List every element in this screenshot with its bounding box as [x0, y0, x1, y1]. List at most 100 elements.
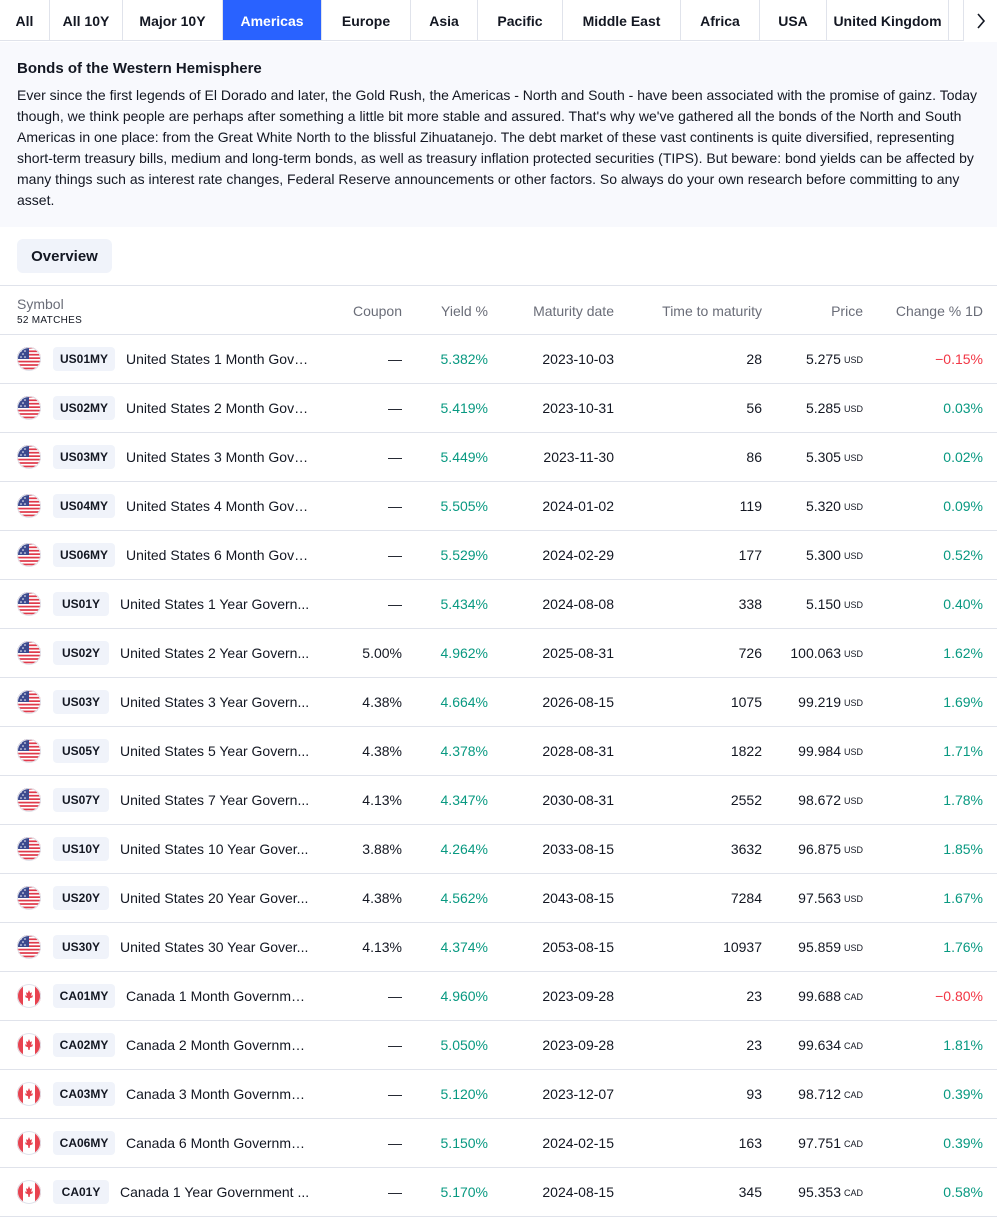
table-row[interactable]: US02Y United States 2 Year Govern... 5.0… — [0, 629, 997, 678]
ticker-badge[interactable]: US30Y — [53, 935, 109, 959]
ticker-badge[interactable]: US04MY — [53, 494, 115, 518]
country-flag — [17, 825, 41, 873]
time-to-maturity-header[interactable]: Time to maturity — [662, 303, 762, 319]
ticker-badge[interactable]: US05Y — [53, 739, 109, 763]
ticker-badge[interactable]: US10Y — [53, 837, 109, 861]
price-value: 99.219 — [798, 694, 841, 710]
ticker-badge[interactable]: CA01Y — [53, 1180, 109, 1204]
price-cell: 99.634 CAD — [770, 1021, 863, 1069]
ticker-badge[interactable]: US02MY — [53, 396, 115, 420]
tab-all[interactable]: All — [0, 0, 50, 40]
bond-name[interactable]: Canada 6 Month Governmen... — [126, 1135, 310, 1151]
table-row[interactable]: US04MY United States 4 Month Gove... — 5… — [0, 482, 997, 531]
table-row[interactable]: US02MY United States 2 Month Gove... — 5… — [0, 384, 997, 433]
us-flag-icon — [17, 445, 41, 469]
time-to-maturity-value: 93 — [746, 1086, 762, 1102]
tab-pacific[interactable]: Pacific — [478, 0, 563, 40]
coupon-header[interactable]: Coupon — [352, 303, 402, 319]
price-cell: 5.150 USD — [770, 580, 863, 628]
bond-name[interactable]: United States 4 Month Gove... — [126, 498, 310, 514]
yield-header[interactable]: Yield % — [441, 303, 488, 319]
tab-all-10y[interactable]: All 10Y — [50, 0, 123, 40]
ticker-badge[interactable]: CA03MY — [53, 1082, 115, 1106]
currency-label: USD — [843, 747, 863, 757]
time-to-maturity-value: 23 — [746, 988, 762, 1004]
bond-name[interactable]: United States 2 Month Gove... — [126, 400, 310, 416]
table-row[interactable]: CA06MY Canada 6 Month Governmen... — 5.1… — [0, 1119, 997, 1168]
us-flag-icon — [17, 886, 41, 910]
ticker-badge[interactable]: US02Y — [53, 641, 109, 665]
bond-name[interactable]: Canada 2 Month Governmen... — [126, 1037, 310, 1053]
tab-americas[interactable]: Americas — [223, 0, 322, 40]
ticker-badge[interactable]: US07Y — [53, 788, 109, 812]
bond-name[interactable]: Canada 1 Year Government ... — [120, 1184, 310, 1200]
coupon-value: — — [388, 1037, 402, 1053]
ticker-badge[interactable]: US01MY — [53, 347, 115, 371]
ticker-badge[interactable]: US06MY — [53, 543, 115, 567]
ticker-badge[interactable]: US03Y — [53, 690, 109, 714]
bond-name[interactable]: United States 7 Year Govern... — [120, 792, 310, 808]
ticker-badge[interactable]: CA06MY — [53, 1131, 115, 1155]
change-value: 0.39% — [943, 1135, 983, 1151]
chevron-right-icon — [976, 12, 985, 29]
bond-name[interactable]: United States 10 Year Gover... — [120, 841, 309, 857]
country-flag — [17, 1168, 41, 1216]
change-header[interactable]: Change % 1D — [895, 303, 983, 319]
bond-name[interactable]: Canada 1 Month Governmen... — [126, 988, 310, 1004]
table-row[interactable]: CA03MY Canada 3 Month Governmen... — 5.1… — [0, 1070, 997, 1119]
table-row[interactable]: CA01MY Canada 1 Month Governmen... — 4.9… — [0, 972, 997, 1021]
maturity-date-value: 2024-08-08 — [542, 596, 614, 612]
bond-name[interactable]: United States 5 Year Govern... — [120, 743, 310, 759]
table-row[interactable]: CA01Y Canada 1 Year Government ... — 5.1… — [0, 1168, 997, 1217]
price-value: 5.275 — [805, 351, 841, 367]
yield-value: 5.434% — [440, 596, 488, 612]
overview-button[interactable]: Overview — [17, 239, 112, 273]
tab-middle-east[interactable]: Middle East — [563, 0, 681, 40]
bond-name[interactable]: United States 2 Year Govern... — [120, 645, 310, 661]
table-row[interactable]: US07Y United States 7 Year Govern... 4.1… — [0, 776, 997, 825]
change-value: 1.78% — [943, 792, 983, 808]
ticker-badge[interactable]: US20Y — [53, 886, 109, 910]
maturity-date-value: 2030-08-31 — [542, 792, 614, 808]
tab-major-10y[interactable]: Major 10Y — [123, 0, 223, 40]
bond-name[interactable]: United States 20 Year Gover... — [120, 890, 309, 906]
ticker-badge[interactable]: CA02MY — [53, 1033, 115, 1057]
bond-name[interactable]: Canada 3 Month Governmen... — [126, 1086, 310, 1102]
tab-asia[interactable]: Asia — [411, 0, 478, 40]
tab-usa[interactable]: USA — [760, 0, 827, 40]
ticker-badge[interactable]: US03MY — [53, 445, 115, 469]
bond-name[interactable]: United States 6 Month Gove... — [126, 547, 310, 563]
bond-name[interactable]: United States 1 Year Govern... — [120, 596, 310, 612]
table-row[interactable]: US01Y United States 1 Year Govern... — 5… — [0, 580, 997, 629]
table-row[interactable]: US03Y United States 3 Year Govern... 4.3… — [0, 678, 997, 727]
bond-name-cell: United States 20 Year Gover... — [120, 874, 310, 922]
table-row[interactable]: US30Y United States 30 Year Gover... 4.1… — [0, 923, 997, 972]
tabs-scroll-right-button[interactable] — [963, 0, 997, 41]
price-cell: 5.300 USD — [770, 531, 863, 579]
symbol-header[interactable]: Symbol 52 MATCHES — [17, 286, 82, 336]
table-row[interactable]: CA02MY Canada 2 Month Governmen... — 5.0… — [0, 1021, 997, 1070]
table-row[interactable]: US20Y United States 20 Year Gover... 4.3… — [0, 874, 997, 923]
table-row[interactable]: US05Y United States 5 Year Govern... 4.3… — [0, 727, 997, 776]
maturity-date-header[interactable]: Maturity date — [533, 303, 614, 319]
tab-united-kingdom[interactable]: United Kingdom — [827, 0, 949, 40]
bond-name[interactable]: United States 3 Month Gove... — [126, 449, 310, 465]
price-cell: 95.859 USD — [770, 923, 863, 971]
ticker-badge[interactable]: US01Y — [53, 592, 109, 616]
bond-name[interactable]: United States 30 Year Gover... — [120, 939, 309, 955]
us-flag-icon — [17, 739, 41, 763]
table-row[interactable]: US06MY United States 6 Month Gove... — 5… — [0, 531, 997, 580]
table-row[interactable]: US03MY United States 3 Month Gove... — 5… — [0, 433, 997, 482]
table-row[interactable]: US01MY United States 1 Month Gove... — 5… — [0, 335, 997, 384]
table-row[interactable]: US10Y United States 10 Year Gover... 3.8… — [0, 825, 997, 874]
ticker-badge[interactable]: CA01MY — [53, 984, 115, 1008]
bond-name[interactable]: United States 1 Month Gove... — [126, 351, 310, 367]
tab-africa[interactable]: Africa — [681, 0, 760, 40]
us-flag-icon — [17, 935, 41, 959]
time-to-maturity-value: 3632 — [730, 841, 762, 857]
price-value: 5.300 — [805, 547, 841, 563]
tab-europe[interactable]: Europe — [322, 0, 411, 40]
price-header[interactable]: Price — [831, 303, 863, 319]
bond-name-cell: Canada 1 Month Governmen... — [126, 972, 310, 1020]
bond-name[interactable]: United States 3 Year Govern... — [120, 694, 310, 710]
